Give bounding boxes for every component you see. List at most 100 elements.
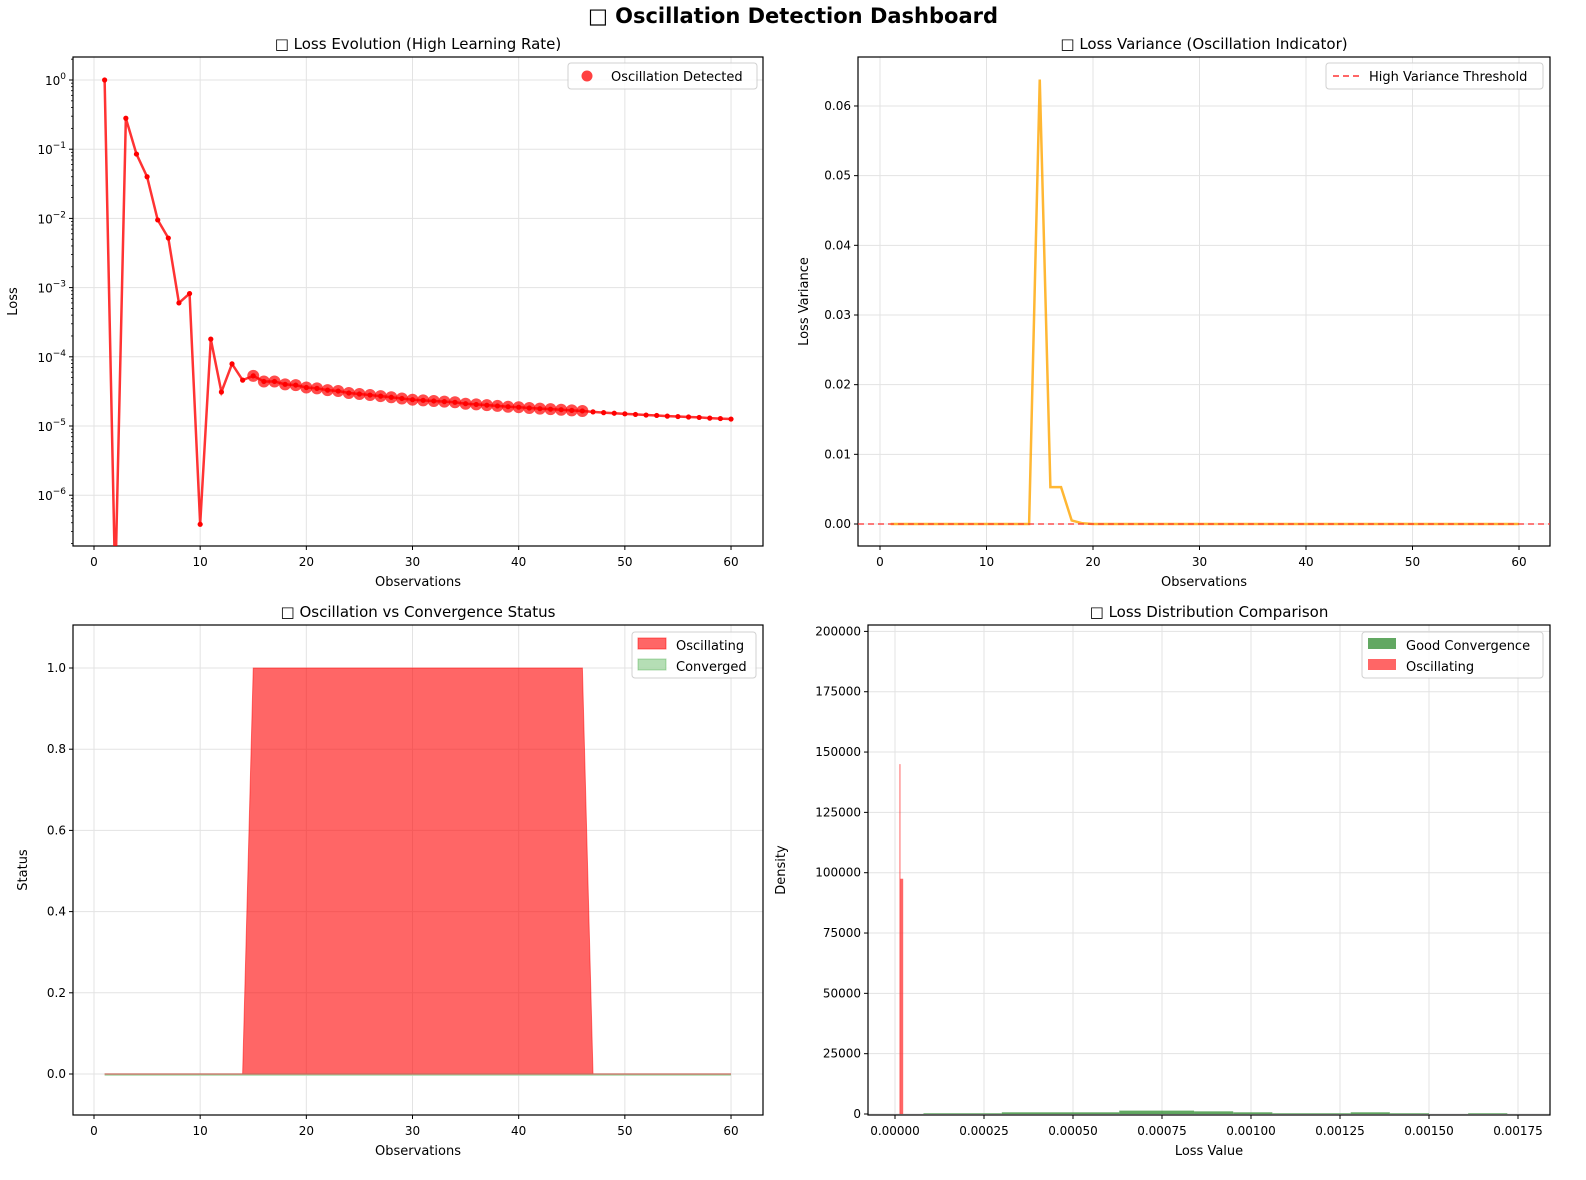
histogram-bar-good: [1119, 1110, 1195, 1114]
y-tick-label: 10−3: [37, 280, 66, 296]
x-tick-label: 0: [876, 555, 884, 569]
axes-frame: [72, 56, 764, 547]
y-tick-label: 25000: [823, 1047, 861, 1061]
x-tick-label: 60: [723, 555, 738, 569]
axes-frame: [857, 56, 1551, 547]
y-tick-label: 0.02: [824, 378, 851, 392]
legend: [1361, 631, 1544, 679]
y-tick-label: 0.05: [824, 169, 851, 183]
x-axis-label: Loss Value: [1175, 1144, 1243, 1159]
y-tick-label: 0: [853, 1107, 861, 1121]
y-axis-label: Status: [16, 849, 31, 891]
y-tick-label: 10−4: [37, 349, 66, 365]
x-axis-label: Observations: [375, 1144, 461, 1159]
x-tick-label: 0.00100: [1226, 1124, 1276, 1138]
x-axis-label: Observations: [375, 575, 461, 590]
x-tick-label: 20: [299, 555, 314, 569]
legend-label: Converged: [676, 660, 747, 675]
legend-label: Oscillating: [676, 639, 744, 654]
y-tick-label: 0.6: [47, 823, 66, 837]
x-tick-label: 30: [405, 1124, 420, 1138]
x-tick-label: 20: [1085, 555, 1100, 569]
axes-frame: [72, 624, 764, 1116]
x-tick-label: 0.00125: [1315, 1124, 1365, 1138]
x-tick-label: 10: [193, 1124, 208, 1138]
y-tick-label: 0.06: [824, 99, 851, 113]
x-tick-label: 0.00150: [1404, 1124, 1454, 1138]
legend-label: High Variance Threshold: [1369, 70, 1527, 85]
x-tick-label: 30: [405, 555, 420, 569]
y-tick-label: 1.0: [47, 661, 66, 675]
x-tick-label: 30: [1192, 555, 1207, 569]
x-tick-label: 0.00025: [959, 1124, 1009, 1138]
y-tick-label: 10−5: [37, 418, 66, 434]
x-tick-label: 60: [723, 1124, 738, 1138]
x-tick-label: 20: [299, 1124, 314, 1138]
y-tick-label: 10−6: [37, 487, 66, 503]
dashboard-title: □ Oscillation Detection Dashboard: [587, 4, 999, 28]
x-tick-label: 40: [511, 555, 526, 569]
x-tick-label: 50: [617, 555, 632, 569]
x-tick-label: 0.00075: [1137, 1124, 1187, 1138]
legend: [1325, 62, 1544, 90]
legend-label: Oscillating: [1406, 660, 1474, 675]
y-tick-label: 125000: [815, 805, 861, 819]
x-tick-label: 50: [617, 1124, 632, 1138]
y-tick-label: 0.2: [47, 986, 66, 1000]
legend-label: Oscillation Detected: [611, 70, 743, 85]
legend-swatch-converged: [637, 658, 667, 671]
variance-line: [890, 79, 1519, 526]
histogram-bar-good: [1468, 1113, 1508, 1114]
y-tick-label: 0.04: [824, 238, 851, 252]
y-tick-label: 100000: [815, 866, 861, 880]
histogram-bar-good: [1350, 1112, 1390, 1114]
x-tick-label: 60: [1511, 555, 1526, 569]
histogram-bar-good: [1272, 1113, 1351, 1114]
x-tick-label: 50: [1405, 555, 1420, 569]
y-tick-label: 0.01: [824, 447, 851, 461]
chart-title: □ Loss Variance (Oscillation Indicator): [1060, 35, 1347, 53]
chart-title: □ Oscillation vs Convergence Status: [281, 603, 556, 621]
chart-title: □ Loss Evolution (High Learning Rate): [275, 35, 562, 53]
loss-variance-chart: □ Loss Variance (Oscillation Indicator) O…: [797, 35, 1551, 590]
legend-swatch-oscillating: [637, 637, 667, 650]
y-tick-label: 50000: [823, 986, 861, 1000]
y-tick-label: 0.0: [47, 1067, 66, 1081]
y-axis-label: Loss Variance: [797, 257, 812, 346]
y-axis-label: Density: [774, 845, 789, 895]
histogram-bar-oscillating: [899, 764, 901, 1114]
x-axis-label: Observations: [1161, 575, 1247, 590]
status-chart: □ Oscillation vs Convergence Status Obser…: [16, 603, 764, 1159]
histogram-bar-good: [1001, 1112, 1120, 1114]
legend-marker-icon: [581, 70, 593, 82]
loss-line: [102, 77, 734, 546]
legend-swatch-oscillating: [1368, 659, 1396, 670]
y-tick-label: 175000: [815, 685, 861, 699]
x-tick-label: 10: [979, 555, 994, 569]
chart-title: □ Loss Distribution Comparison: [1090, 603, 1329, 621]
x-tick-label: 0: [90, 1124, 98, 1138]
histogram-bar-good: [1233, 1112, 1273, 1114]
x-tick-label: 40: [1298, 555, 1313, 569]
y-tick-label: 0.8: [47, 742, 66, 756]
y-tick-label: 0.4: [47, 905, 66, 919]
y-tick-label: 100: [45, 72, 66, 88]
y-tick-label: 0.00: [824, 517, 851, 531]
x-tick-label: 0.00175: [1493, 1124, 1543, 1138]
x-tick-label: 40: [511, 1124, 526, 1138]
y-axis-label: Loss: [6, 287, 21, 316]
loss-evolution-chart: □ Loss Evolution (High Learning Rate) Obs…: [6, 35, 764, 590]
histogram-bar-good: [1389, 1113, 1429, 1114]
histogram-bar-good: [923, 1113, 1002, 1114]
x-tick-label: 0: [90, 555, 98, 569]
y-tick-label: 150000: [815, 745, 861, 759]
x-tick-label: 0.00000: [870, 1124, 920, 1138]
legend-swatch-good: [1368, 638, 1396, 649]
y-tick-label: 75000: [823, 926, 861, 940]
legend-label: Good Convergence: [1406, 639, 1530, 654]
histogram-bar-good: [1194, 1111, 1234, 1114]
x-tick-label: 10: [193, 555, 208, 569]
axes-frame: [867, 624, 1551, 1116]
y-tick-label: 10−2: [37, 210, 66, 226]
